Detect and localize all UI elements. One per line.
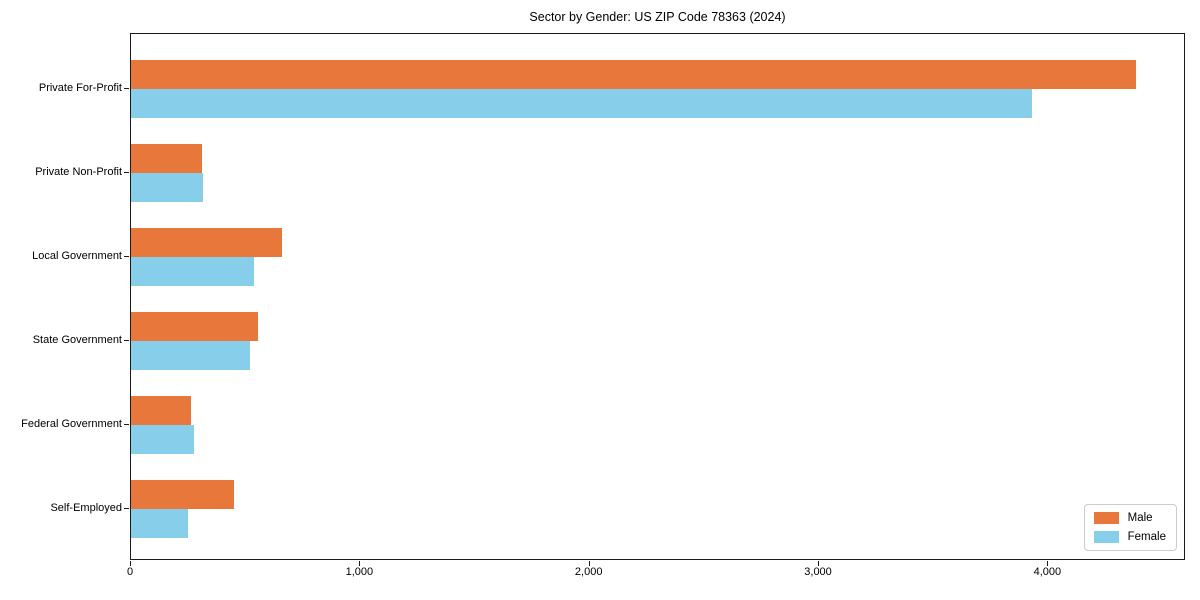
x-tick-label-2000: 2,000 <box>574 566 603 578</box>
y-label-private-non-profit: Private Non-Profit <box>35 166 122 178</box>
bar-female-state-government <box>131 341 251 370</box>
y-tick-local-government <box>124 256 129 257</box>
bar-male-state-government <box>131 312 259 341</box>
x-tick-3000 <box>818 561 820 566</box>
bar-male-federal-government <box>131 396 191 425</box>
y-label-state-government: State Government <box>32 334 122 346</box>
bar-male-private-non-profit <box>131 144 203 173</box>
x-tick-label-0: 0 <box>126 566 134 578</box>
x-tick-2000 <box>588 561 590 566</box>
y-tick-state-government <box>124 340 129 341</box>
x-tick-label-4000: 4,000 <box>1033 566 1062 578</box>
legend: Male Female <box>1083 504 1177 551</box>
legend-label-male: Male <box>1127 512 1153 524</box>
x-tick-label-1000: 1,000 <box>345 566 374 578</box>
male-series-swatch <box>1093 512 1119 524</box>
y-tick-private-non-profit <box>124 172 129 173</box>
bar-male-private-for-profit <box>131 60 1137 89</box>
bar-female-local-government <box>131 257 254 286</box>
y-label-local-government: Local Government <box>32 250 122 262</box>
legend-item-female: Female <box>1093 531 1166 543</box>
legend-item-male: Male <box>1093 512 1166 524</box>
bar-female-federal-government <box>131 425 195 454</box>
bar-male-self-employed <box>131 480 235 509</box>
chart-title: Sector by Gender: US ZIP Code 78363 (202… <box>529 10 786 24</box>
y-label-private-for-profit: Private For-Profit <box>38 82 122 94</box>
x-tick-0 <box>130 561 131 566</box>
y-tick-federal-government <box>124 424 129 425</box>
bar-male-local-government <box>131 228 283 257</box>
y-tick-private-for-profit <box>124 88 129 89</box>
bars-layer <box>131 34 1184 559</box>
y-tick-self-employed <box>124 508 129 509</box>
bar-female-private-for-profit <box>131 89 1033 118</box>
x-tick-1000 <box>359 561 361 566</box>
bar-female-self-employed <box>131 509 189 538</box>
y-axis-labels: Private For-Profit Private Non-Profit Loca… <box>0 33 122 560</box>
female-series-swatch <box>1093 531 1119 543</box>
y-label-federal-government: Federal Government <box>21 418 122 430</box>
legend-label-female: Female <box>1127 531 1166 543</box>
bar-female-private-non-profit <box>131 173 204 202</box>
x-tick-4000 <box>1047 561 1049 566</box>
x-tick-label-3000: 3,000 <box>804 566 832 578</box>
y-label-self-employed: Self-Employed <box>50 502 122 514</box>
plot-area: Male Female <box>130 33 1185 560</box>
